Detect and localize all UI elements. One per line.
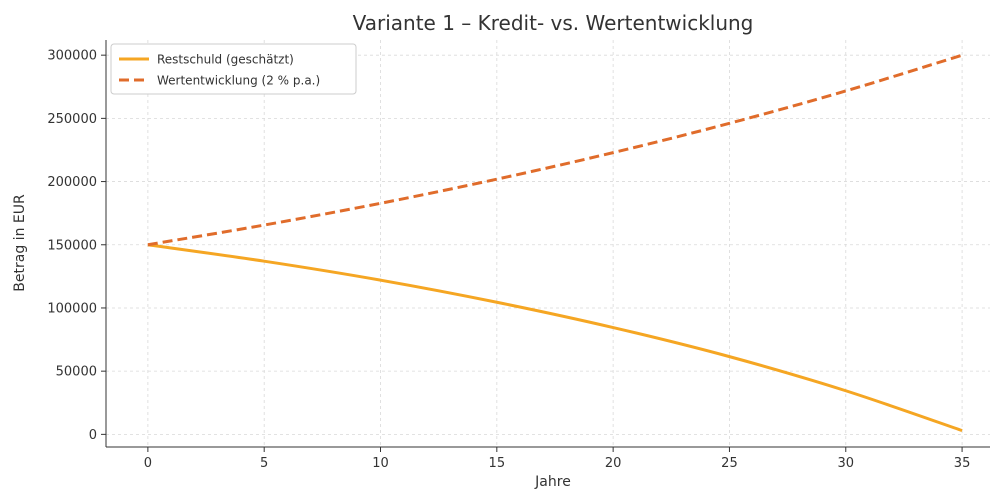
y-tick-label: 300000 [47,49,97,64]
grid [106,40,990,447]
y-ticks: 0 50000 100000 150000 200000 250000 300000 [47,49,106,443]
legend-label: Restschuld (geschätzt) [157,53,294,67]
x-tick-label: 35 [954,456,971,471]
x-tick-label: 20 [605,456,622,471]
y-tick-label: 200000 [47,175,97,190]
y-tick-label: 50000 [56,365,97,380]
x-tick-label: 15 [489,456,506,471]
y-tick-label: 100000 [47,301,97,316]
chart-title: Variante 1 – Kredit- vs. Wertentwicklung [353,11,754,35]
x-tick-label: 5 [260,456,268,471]
x-tick-label: 25 [721,456,738,471]
series-line-1 [147,53,963,247]
x-ticks: 0 5 10 15 20 25 30 35 [144,447,971,471]
series-line-0 [147,243,963,432]
series [147,53,963,432]
x-tick-label: 30 [837,456,854,471]
x-tick-label: 0 [144,456,152,471]
x-tick-label: 10 [372,456,389,471]
legend-label: Wertentwicklung (2 % p.a.) [157,74,320,88]
axes [105,40,990,448]
y-tick-label: 250000 [47,112,97,127]
legend: Restschuld (geschätzt) Wertentwicklung (2… [110,43,357,95]
y-tick-label: 0 [89,428,97,443]
y-tick-label: 150000 [47,238,97,253]
legend-box [110,43,357,95]
x-axis-label: Jahre [534,474,571,490]
y-axis-label: Betrag in EUR [12,194,28,292]
